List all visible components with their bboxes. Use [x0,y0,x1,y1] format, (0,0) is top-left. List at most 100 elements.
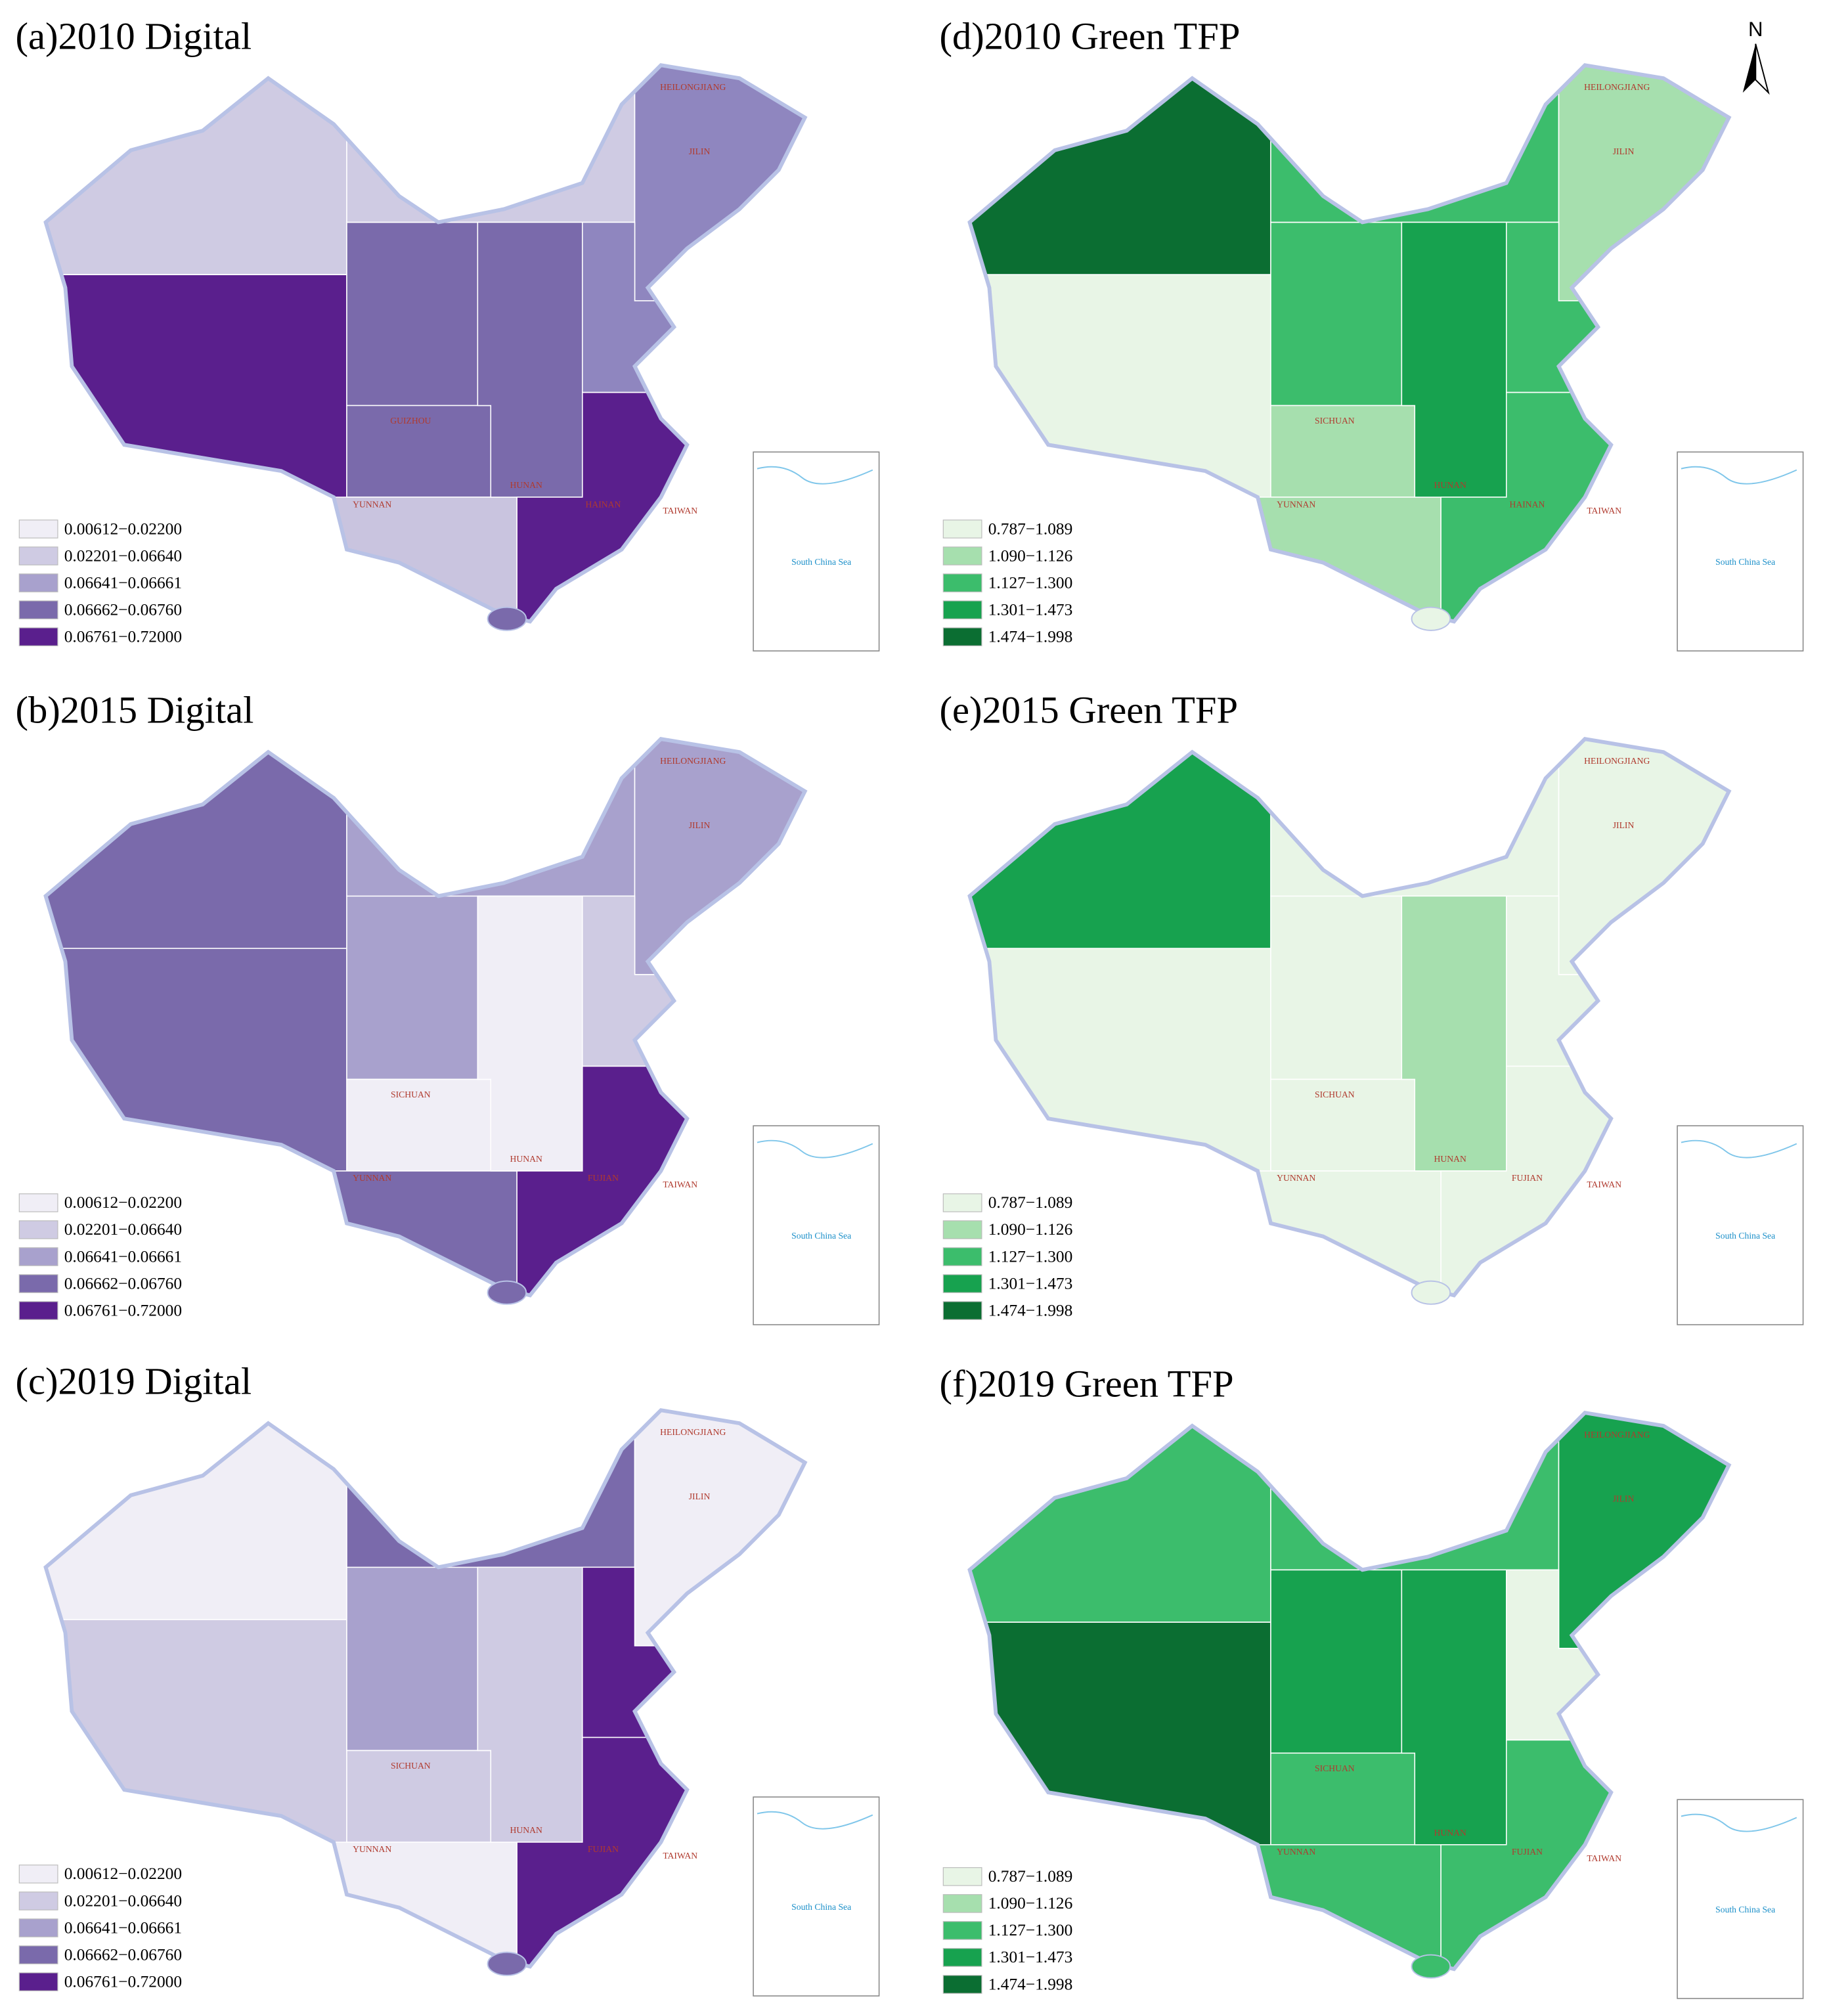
region [1270,895,1403,1080]
legend-label: 0.02201−0.06640 [64,546,182,565]
north-arrow-right [1755,43,1770,95]
province-label: TAIWAN [1587,1853,1621,1863]
inset-coast [1681,466,1797,485]
legend-label: 0.06761−0.72000 [64,627,182,646]
legend-swatch [942,1894,982,1913]
country-outline [43,63,808,624]
province-label: HEILONGJIANG [660,1427,726,1437]
legend-label: 1.301−1.473 [988,1948,1073,1966]
province-label: HEILONGJIANG [660,756,726,766]
legend-label: 0.00612−0.02200 [64,1193,182,1212]
inset-label: South China Sea [1715,1905,1775,1914]
region [969,739,1271,949]
legend-label: 1.301−1.473 [988,600,1073,619]
legend-label: 1.474−1.998 [988,627,1073,646]
region [1401,895,1507,1172]
legend-swatch [942,1247,982,1266]
inset-coast [757,466,873,485]
province-label: JILIN [689,1491,711,1501]
region-hainan [1411,1280,1451,1305]
inset-map: South China Sea [753,1125,880,1325]
legend-label: 0.06761−0.72000 [64,1301,182,1319]
province-label: YUNNAN [1277,1173,1315,1183]
region [346,1410,636,1568]
legend-swatch [942,600,982,619]
inset-map: South China Sea [753,451,880,651]
legend-swatch [942,627,982,646]
region [477,221,583,498]
legend-swatch [18,1865,58,1884]
province-label: SICHUAN [391,1090,431,1099]
region [1270,221,1403,407]
region [320,1842,517,1967]
province-label: SICHUAN [1315,1090,1355,1099]
province-label: HEILONGJIANG [1584,756,1650,766]
legend-label: 0.787−1.089 [988,1867,1073,1886]
province-label: TAIWAN [663,506,697,516]
province-label: HUNAN [510,480,542,490]
region [320,1170,517,1296]
region [45,739,347,949]
legend-swatch [18,519,58,539]
legend-label: 0.02201−0.06640 [64,1891,182,1910]
legend-label: 1.301−1.473 [988,1274,1073,1292]
province-label: FUJIAN [588,1173,619,1183]
region [1244,497,1441,622]
legend-swatch [18,1220,58,1239]
legend-swatch [942,1921,982,1940]
region [346,895,479,1080]
legend-swatch [942,546,982,565]
region-hainan [487,606,527,631]
region [320,497,517,622]
north-label: N [1748,18,1763,41]
inset-frame [753,1125,880,1325]
province-label: FUJIAN [1512,1847,1543,1857]
panel-title: (e)2015 Green TFP [939,689,1238,732]
legend-swatch [18,1891,58,1910]
legend-swatch [18,1247,58,1266]
province-label: TAIWAN [1587,1180,1621,1189]
legend-label: 1.127−1.300 [988,1247,1073,1266]
province-label: TAIWAN [1587,506,1621,516]
region [1270,65,1560,223]
panel: (a)2010 Digital HEILONGJIANG JILIN GUIZHOU Y… [15,15,880,651]
legend-label: 0.06761−0.72000 [64,1972,182,1991]
panel-title: (b)2015 Digital [15,689,253,732]
region-hainan [487,1951,527,1976]
region [1270,739,1560,897]
province-label: JILIN [1613,146,1635,156]
inset-label: South China Sea [1715,557,1775,567]
legend-label: 1.090−1.126 [988,1220,1073,1239]
province-label: GUIZHOU [390,416,431,426]
region [1270,1569,1403,1754]
legend-swatch [942,1867,982,1886]
province-label: JILIN [689,820,711,830]
inset-frame [753,1796,880,1997]
panel: (b)2015 Digital HEILONGJIANG JILIN SICHUAN Y… [15,689,880,1325]
country-outline [967,737,1732,1298]
inset-label: South China Sea [791,557,851,567]
inset-label: South China Sea [791,1902,851,1912]
region-hainan [1411,606,1451,631]
legend-label: 1.090−1.126 [988,546,1073,565]
legend-label: 1.474−1.998 [988,1301,1073,1319]
legend-swatch [942,1220,982,1239]
panel-title: (c)2019 Digital [15,1360,252,1403]
north-arrow: N [1742,18,1770,95]
province-label: YUNNAN [353,1844,391,1854]
inset-label: South China Sea [791,1231,851,1241]
province-label: FUJIAN [588,1844,619,1854]
province-label: FUJIAN [1512,1173,1543,1183]
province-label: HUNAN [1434,1154,1466,1164]
inset-label: South China Sea [1715,1231,1775,1241]
inset-frame [1677,451,1804,651]
inset-coast [757,1139,873,1159]
inset-coast [1681,1813,1797,1832]
region [45,948,347,1296]
province-label: SICHUAN [391,1761,431,1771]
inset-coast [1681,1139,1797,1159]
region [346,65,636,223]
region [1401,221,1507,498]
legend-label: 1.474−1.998 [988,1975,1073,1993]
region [1244,1170,1441,1296]
